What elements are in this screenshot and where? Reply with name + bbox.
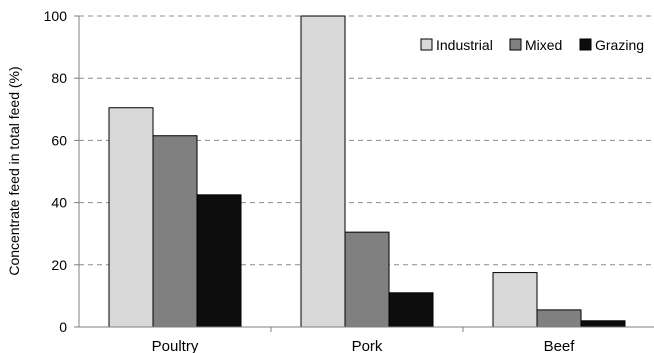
bar-industrial-poultry [108, 107, 154, 328]
legend-label-industrial: Industrial [436, 37, 493, 53]
bars [108, 15, 626, 328]
bar-mixed-pork [344, 231, 390, 328]
y-tick-label: 60 [51, 132, 67, 148]
category-labels: Poultry Pork Beef [152, 338, 576, 353]
legend-label-grazing: Grazing [595, 37, 644, 53]
bar-mixed-poultry [152, 135, 198, 328]
bar-grazing-beef [580, 320, 626, 328]
bar-grazing-pork [388, 292, 434, 328]
y-tick-label: 100 [44, 8, 68, 24]
y-tick-label: 0 [59, 319, 67, 335]
legend-swatch-industrial [420, 38, 433, 51]
x-category-label: Poultry [152, 338, 199, 353]
y-axis-title: Concentrate feed in total feed (%) [6, 66, 22, 275]
y-tick-label: 20 [51, 257, 67, 273]
bar-industrial-beef [492, 272, 538, 328]
bar-grazing-poultry [196, 194, 242, 328]
legend-swatch-grazing [579, 38, 592, 51]
legend-swatch-mixed [509, 38, 522, 51]
legend: Industrial Mixed Grazing [420, 37, 644, 53]
bar-industrial-pork [300, 15, 346, 328]
x-category-label: Pork [352, 338, 383, 353]
legend-label-mixed: Mixed [525, 37, 562, 53]
axes [74, 15, 654, 332]
y-tick-labels: 0 20 40 60 80 100 [44, 8, 68, 335]
y-tick-label: 40 [51, 195, 67, 211]
bar-mixed-beef [536, 309, 582, 328]
x-category-label: Beef [544, 338, 576, 353]
y-tick-label: 80 [51, 70, 67, 86]
